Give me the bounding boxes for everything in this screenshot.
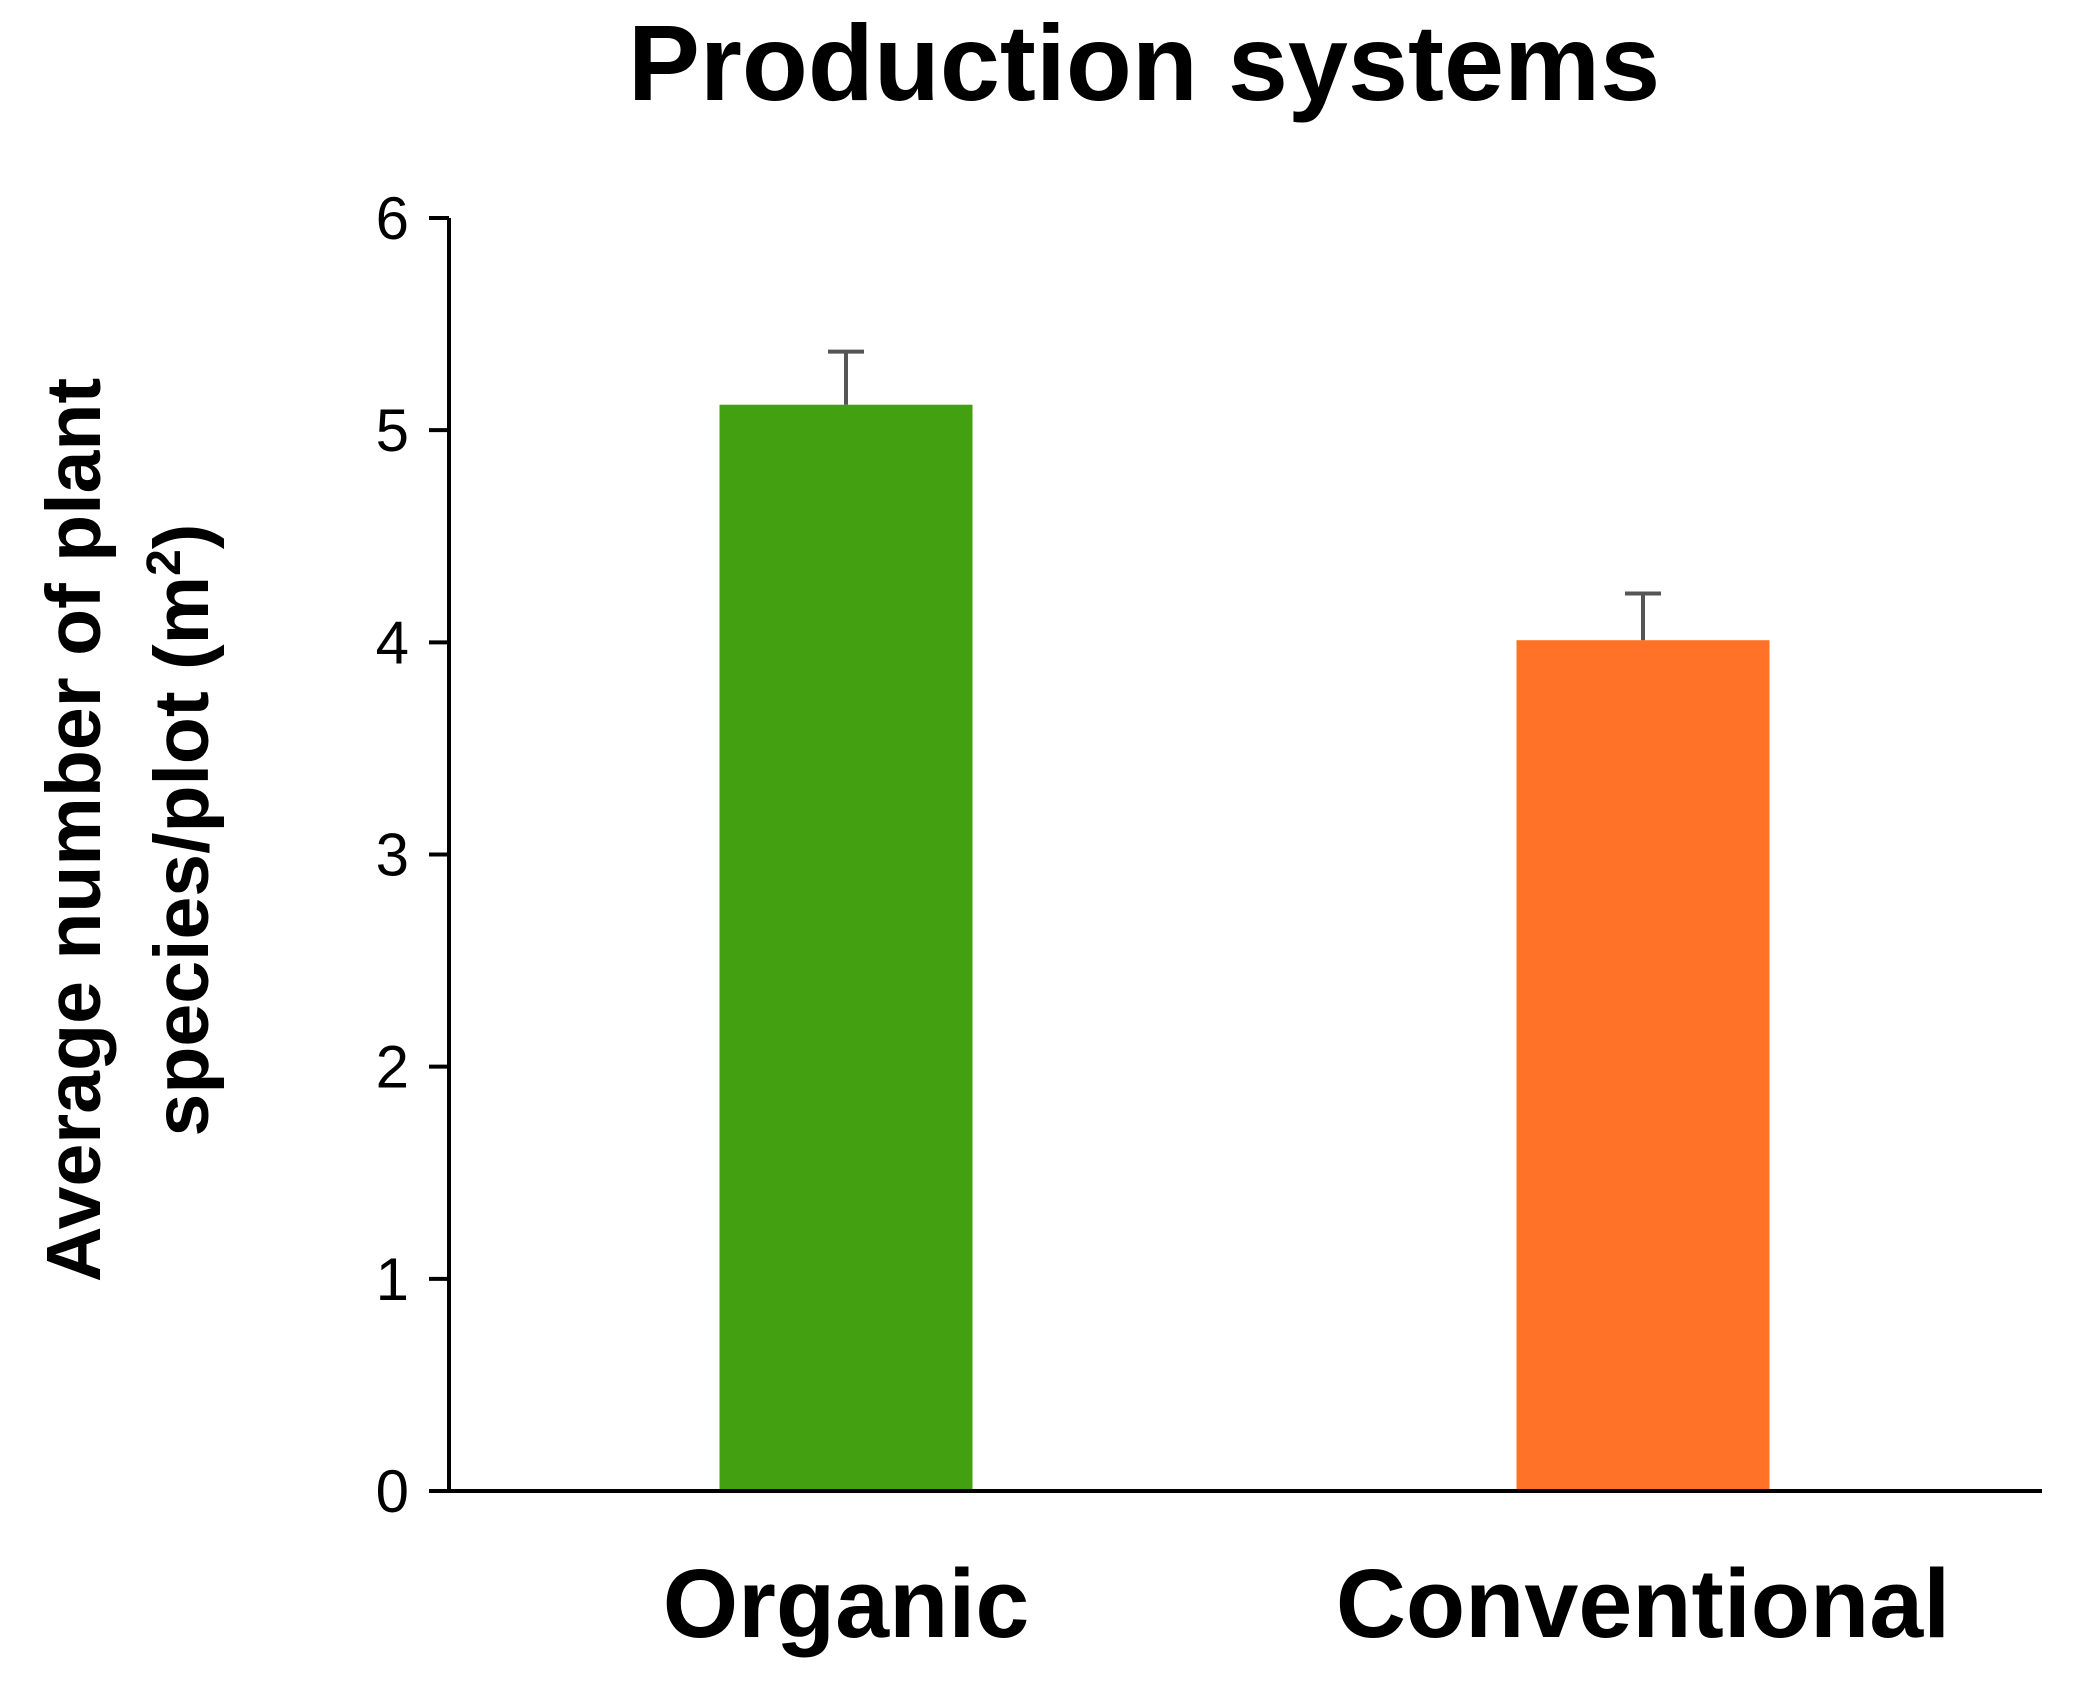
y-axis-title-line-2-main: species/plot (m [139,576,225,1137]
y-axis-title-superscript: 2 [138,549,191,576]
chart-title: Production systems [628,2,1660,123]
error-bars [828,349,1661,641]
y-axis-title-line-1: Average number of plant [31,378,117,1282]
x-categories: Organic Conventional [663,1549,1950,1658]
y-axis-title-suffix: ) [139,524,225,550]
x-category-label-organic: Organic [663,1549,1030,1658]
y-tick-label: 4 [376,609,409,676]
plot-area: 0 1 2 3 4 5 6 Organic Conventional [376,185,2042,1658]
y-axis-title-second: species/plot (m2) [138,524,225,1137]
x-category-label-conventional: Conventional [1336,1549,1950,1658]
bar-conventional [1516,640,1770,1491]
y-tick-label: 6 [376,185,409,252]
y-tick-label: 0 [376,1458,409,1525]
bar-organic [719,404,973,1491]
y-axis-title: Average number of plant [31,378,117,1282]
y-tick-label: 2 [376,1034,409,1101]
y-axis-title-line-2: species/plot (m2) [138,524,225,1137]
y-tick-label: 1 [376,1246,409,1313]
y-tick-label: 3 [376,822,409,889]
bars [719,404,1770,1491]
y-tick-label: 5 [376,397,409,464]
y-ticks: 0 1 2 3 4 5 6 [376,185,449,1525]
